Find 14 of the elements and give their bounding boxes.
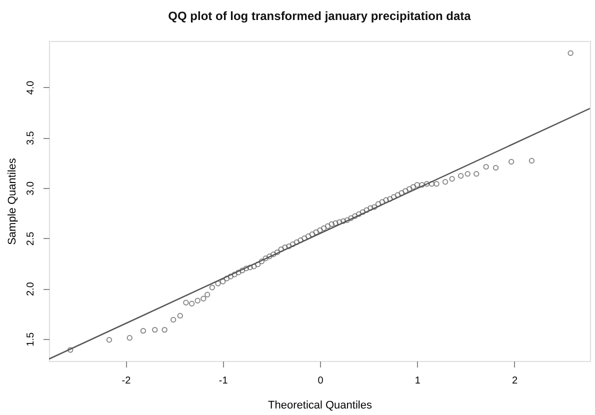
- y-tick-label: 4.0: [26, 80, 36, 95]
- y-axis-title: Sample Quantiles: [6, 158, 18, 245]
- y-tick-label: 3.5: [26, 130, 36, 146]
- x-axis-title: Theoretical Quantiles: [268, 400, 372, 412]
- x-tick-label: 0: [318, 376, 324, 386]
- y-tick-label: 2.0: [26, 282, 36, 296]
- chart-title: QQ plot of log transformed january precipitation data: [168, 9, 472, 23]
- x-tick-label: -2: [122, 376, 132, 386]
- y-tick-label: 1.5: [26, 332, 36, 346]
- x-tick-label: 2: [512, 376, 518, 386]
- y-tick-label: 2.5: [26, 231, 36, 246]
- y-tick-label: 3.0: [26, 181, 36, 196]
- x-tick-label: -1: [218, 376, 228, 386]
- x-tick-label: 1: [414, 376, 421, 386]
